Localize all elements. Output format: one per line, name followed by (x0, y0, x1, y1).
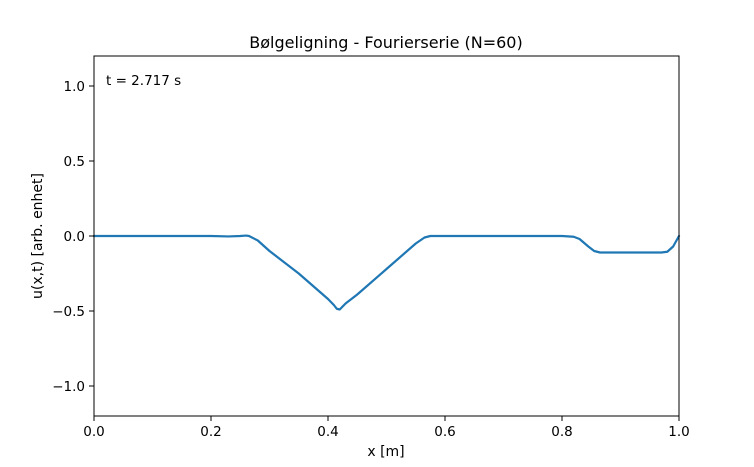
y-tick-label: −0.5 (52, 304, 85, 320)
y-tick-label: 0.0 (64, 229, 85, 245)
series-line-0 (92, 234, 681, 311)
x-axis-label: x [m] (367, 444, 404, 460)
x-axis: 0.0 0.2 0.4 0.6 0.8 1.0 (83, 416, 690, 440)
y-tick-label: −1.0 (52, 379, 85, 395)
x-tick-label: 0.8 (551, 424, 572, 440)
x-tick-label: 0.4 (317, 424, 338, 440)
time-annotation: t = 2.717 s (106, 73, 181, 89)
x-tick-label: 0.2 (200, 424, 221, 440)
x-tick-label: 0.6 (434, 424, 455, 440)
y-axis-label: u(x,t) [arb. enhet] (30, 173, 46, 299)
chart-title: Bølgeligning - Fourierserie (N=60) (249, 33, 522, 52)
y-tick-label: 1.0 (64, 79, 85, 95)
x-tick-label: 0.0 (83, 424, 104, 440)
plot-area (92, 234, 681, 311)
y-tick-label: 0.5 (64, 154, 85, 170)
x-tick-label: 1.0 (668, 424, 689, 440)
y-axis: −1.0 −0.5 0.0 0.5 1.0 (52, 79, 94, 395)
